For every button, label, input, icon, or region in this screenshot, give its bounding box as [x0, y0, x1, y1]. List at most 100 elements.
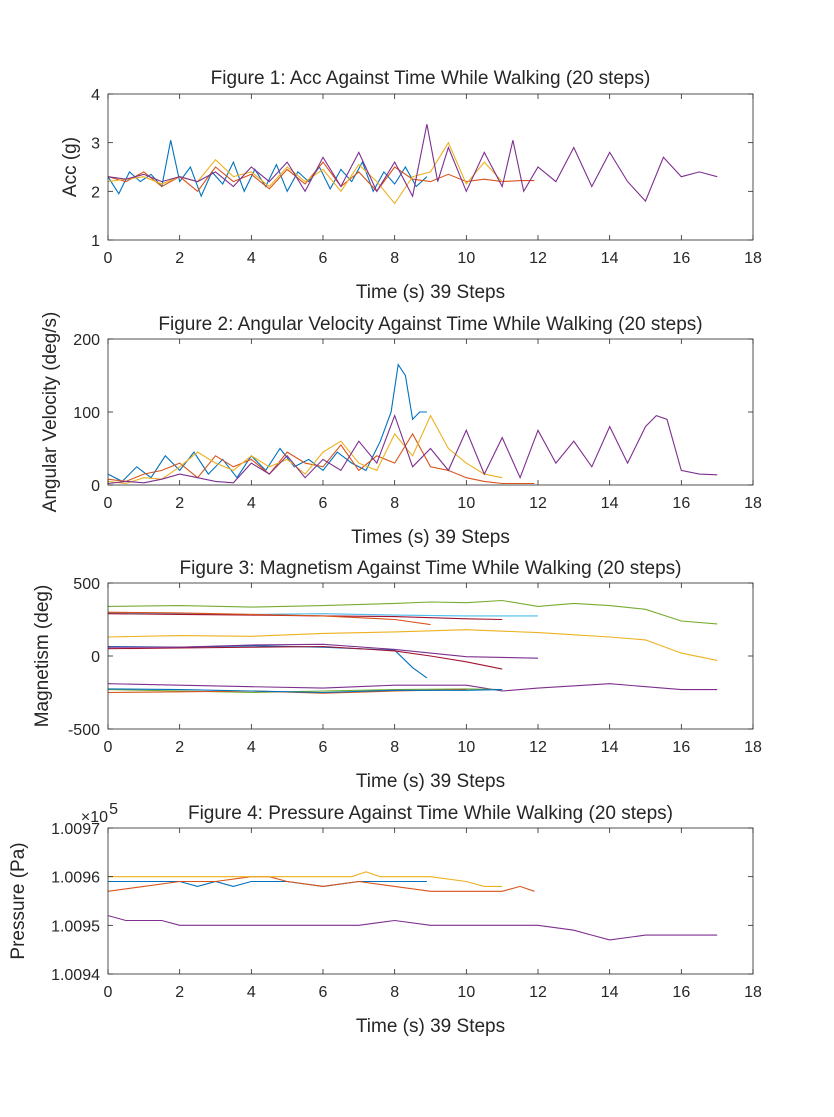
- series-line-3: [108, 141, 503, 205]
- y-tick-label: 0: [91, 649, 100, 666]
- chart-title: Figure 1: Acc Against Time While Walking…: [211, 68, 651, 89]
- x-tick-label: 2: [175, 984, 184, 1001]
- x-tick-label: 8: [390, 984, 399, 1001]
- x-tick-label: 16: [672, 495, 690, 512]
- x-tick-label: 16: [672, 739, 690, 756]
- x-tick-label: 6: [319, 250, 328, 267]
- x-tick-label: 10: [457, 495, 475, 512]
- x-axis-label: Time (s) 39 Steps: [356, 1016, 505, 1037]
- plot-frame: [107, 827, 754, 975]
- x-tick-label: 4: [247, 250, 256, 267]
- x-tick-label: 8: [390, 739, 399, 756]
- x-tick-label: 18: [744, 495, 762, 512]
- y-tick-label: 3: [91, 136, 100, 153]
- series-group: [108, 871, 718, 941]
- x-tick-label: 10: [457, 250, 475, 267]
- y-tick-label: 1.0096: [51, 870, 100, 887]
- series-line-1: [108, 599, 718, 625]
- series-group: [108, 363, 718, 485]
- y-tick-label: -500: [68, 722, 100, 739]
- x-tick-label: 0: [104, 739, 113, 756]
- y-tick-label: 1.0095: [51, 918, 100, 935]
- series-line-3: [108, 414, 503, 485]
- y-tick-label: 500: [73, 576, 100, 593]
- x-tick-label: 2: [175, 250, 184, 267]
- x-tick-label: 6: [319, 495, 328, 512]
- y-tick-label: 200: [73, 332, 100, 349]
- x-tick-label: 10: [457, 739, 475, 756]
- x-tick-label: 16: [672, 984, 690, 1001]
- x-tick-label: 2: [175, 495, 184, 512]
- series-group: [108, 599, 718, 694]
- chart-2: 0 2 4 6 8 10 12 14 16 18 0 100 200 Figure 2: Angular …: [40, 312, 762, 548]
- plot-frame: [107, 338, 754, 486]
- x-tick-label: 12: [529, 250, 547, 267]
- series-line-4: [108, 413, 718, 485]
- chart-title: Figure 3: Magnetism Against Time While W…: [180, 558, 682, 579]
- x-tick-label: 4: [247, 739, 256, 756]
- x-axis-label: Time (s) 39 Steps: [356, 771, 505, 792]
- series-line-1: [108, 363, 427, 483]
- x-tick-label: 0: [104, 250, 113, 267]
- y-exponent-label: ×10: [81, 809, 108, 826]
- series-line-3: [108, 871, 503, 887]
- x-tick-label: 4: [247, 495, 256, 512]
- y-tick-label: 4: [91, 87, 100, 104]
- x-tick-label: 12: [529, 739, 547, 756]
- y-axis-label: Magnetism (deg): [32, 585, 53, 728]
- x-tick-label: 14: [601, 739, 619, 756]
- series-line-2: [108, 876, 535, 892]
- x-tick-label: 4: [247, 984, 256, 1001]
- y-tick-label: 0: [91, 478, 100, 495]
- x-tick-label: 18: [744, 739, 762, 756]
- series-line-2: [108, 432, 535, 485]
- x-tick-label: 6: [319, 984, 328, 1001]
- x-tick-label: 14: [601, 495, 619, 512]
- x-tick-label: 12: [529, 984, 547, 1001]
- series-line-12: [108, 688, 503, 694]
- series-group: [108, 124, 718, 205]
- chart-title: Figure 2: Angular Velocity Against Time …: [158, 314, 702, 335]
- x-tick-label: 12: [529, 495, 547, 512]
- series-line-1: [108, 880, 427, 887]
- series-line-2: [108, 612, 538, 617]
- series-line-4: [108, 124, 718, 203]
- plot-frame: [107, 93, 754, 241]
- series-line-6: [108, 645, 428, 679]
- x-tick-label: 8: [390, 250, 399, 267]
- y-axis-label: Pressure (Pa): [8, 842, 29, 959]
- y-axis-label: Angular Velocity (deg/s): [40, 312, 61, 513]
- series-line-9: [108, 683, 718, 692]
- x-tick-label: 18: [744, 250, 762, 267]
- x-tick-label: 0: [104, 495, 113, 512]
- chart-4: 0 2 4 6 8 10 12 14 16 18 1.0094 1.0095 1.0096 1.0097×…: [8, 801, 762, 1037]
- series-line-4: [108, 915, 718, 941]
- series-line-4: [108, 611, 431, 626]
- series-line-7: [108, 645, 503, 670]
- y-axis-label: Acc (g): [60, 137, 81, 197]
- y-tick-label: 1.0094: [51, 967, 100, 984]
- x-tick-label: 18: [744, 984, 762, 1001]
- series-line-10: [108, 688, 503, 694]
- x-tick-label: 14: [601, 250, 619, 267]
- series-line-5: [108, 629, 718, 661]
- y-tick-label: 1.0097: [51, 821, 100, 838]
- series-line-2: [108, 161, 535, 193]
- chart-title: Figure 4: Pressure Against Time While Wa…: [188, 803, 673, 824]
- y-tick-label: 1: [91, 233, 100, 250]
- series-line-3: [108, 613, 503, 621]
- x-tick-label: 16: [672, 250, 690, 267]
- x-tick-label: 10: [457, 984, 475, 1001]
- y-exponent-power: 5: [109, 801, 118, 818]
- y-tick-label: 2: [91, 184, 100, 201]
- x-tick-label: 8: [390, 495, 399, 512]
- x-axis-label: Times (s) 39 Steps: [351, 527, 510, 548]
- x-tick-label: 14: [601, 984, 619, 1001]
- y-tick-label: 100: [73, 405, 100, 422]
- x-tick-label: 0: [104, 984, 113, 1001]
- x-tick-label: 2: [175, 739, 184, 756]
- series-line-8: [108, 643, 539, 659]
